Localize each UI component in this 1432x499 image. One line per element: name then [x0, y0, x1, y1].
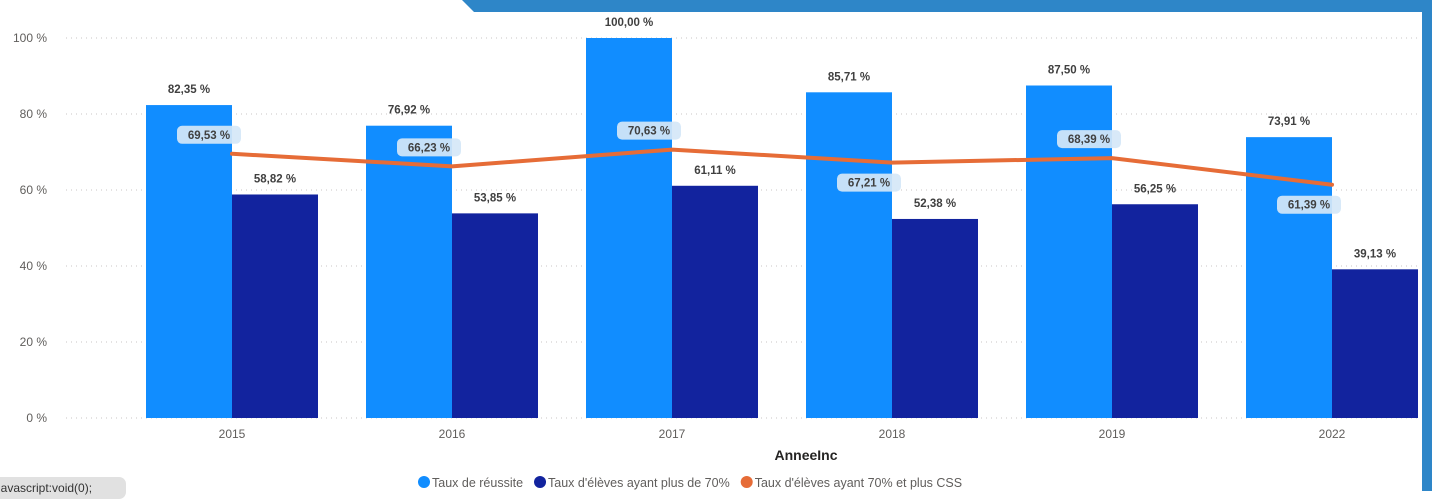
bar-data-label: 87,50 % [1048, 65, 1090, 77]
bar-data-label: 58,82 % [254, 173, 296, 185]
bar-data-label: 56,25 % [1134, 183, 1176, 195]
x-tick-label: 2019 [1099, 427, 1126, 441]
x-tick-label: 2022 [1319, 427, 1346, 441]
line-data-label: 67,21 % [848, 178, 890, 190]
bar-data-label: 76,92 % [388, 105, 430, 117]
line-data-label: 70,63 % [628, 126, 670, 138]
legend-marker-0[interactable] [418, 476, 430, 488]
line-data-label: 66,23 % [408, 142, 450, 154]
line-label-background [617, 121, 681, 140]
legend[interactable]: Taux de réussite Taux d'élèves ayant plus… [418, 476, 962, 490]
x-tick-label: 2016 [439, 427, 466, 441]
x-tick-label: 2015 [219, 427, 246, 441]
bar-taux-plus-70-2016[interactable] [452, 213, 538, 418]
line-label-background [1277, 195, 1341, 214]
y-tick-label: 40 % [20, 259, 48, 273]
y-tick-label: 100 % [13, 31, 47, 45]
line-data-label: 69,53 % [188, 130, 230, 142]
legend-item-label[interactable]: Taux d'élèves ayant plus de 70% [548, 476, 730, 490]
line-series[interactable] [230, 147, 1334, 187]
bar-taux-reussite-2017[interactable] [586, 38, 672, 418]
header-accent-bar [462, 0, 1432, 12]
x-tick-label: 2018 [879, 427, 906, 441]
bar-data-label: 53,85 % [474, 192, 516, 204]
bar-taux-reussite-2018[interactable] [806, 92, 892, 418]
bar-data-label: 82,35 % [168, 84, 210, 96]
bar-data-label: 100,00 % [605, 17, 654, 29]
legend-item-label[interactable]: Taux d'élèves ayant 70% et plus CSS [755, 476, 962, 490]
bar-data-label: 73,91 % [1268, 116, 1310, 128]
bar-taux-plus-70-2019[interactable] [1112, 204, 1198, 418]
bar-taux-plus-70-2015[interactable] [232, 194, 318, 418]
line-data-label: 68,39 % [1068, 134, 1110, 146]
x-axis: 2015 2016 2017 2018 2019 2022 [219, 427, 1346, 441]
status-bar-url: javascript:void(0); [0, 477, 126, 499]
bar-data-label: 52,38 % [914, 198, 956, 210]
line-label-background [837, 173, 901, 192]
bar-data-label: 39,13 % [1354, 248, 1396, 260]
bar-taux-plus-70-2022[interactable] [1332, 269, 1418, 418]
y-tick-label: 20 % [20, 335, 48, 349]
line-taux-70-css[interactable] [230, 147, 1334, 187]
x-tick-label: 2017 [659, 427, 686, 441]
bar-taux-plus-70-2018[interactable] [892, 218, 978, 418]
bar-data-label: 61,11 % [694, 165, 736, 177]
data-labels: 82,35 % 76,92 % 100,00 % 85,71 % 87,50 % 73,9… [168, 17, 1396, 260]
bar-taux-plus-70-2017[interactable] [672, 185, 758, 418]
bar-taux-reussite-2015[interactable] [146, 105, 232, 418]
bar-data-label: 85,71 % [828, 71, 870, 83]
frame-right-border [1422, 0, 1432, 491]
bars[interactable] [146, 38, 1418, 418]
y-tick-label: 0 % [26, 411, 47, 425]
legend-marker-1[interactable] [534, 476, 547, 488]
y-tick-label: 80 % [20, 107, 48, 121]
y-axis: 0 % 20 % 40 % 60 % 80 % 100 % [13, 31, 47, 425]
legend-item-label[interactable]: Taux de réussite [432, 476, 523, 490]
legend-marker-2[interactable] [740, 476, 753, 488]
line-data-label: 61,39 % [1288, 200, 1330, 212]
line-label-background [177, 125, 241, 144]
line-label-background [397, 138, 461, 157]
bar-taux-reussite-2016[interactable] [366, 125, 452, 418]
x-axis-title: AnneeInc [774, 447, 837, 463]
line-label-background [1057, 130, 1121, 149]
y-tick-label: 60 % [20, 183, 48, 197]
